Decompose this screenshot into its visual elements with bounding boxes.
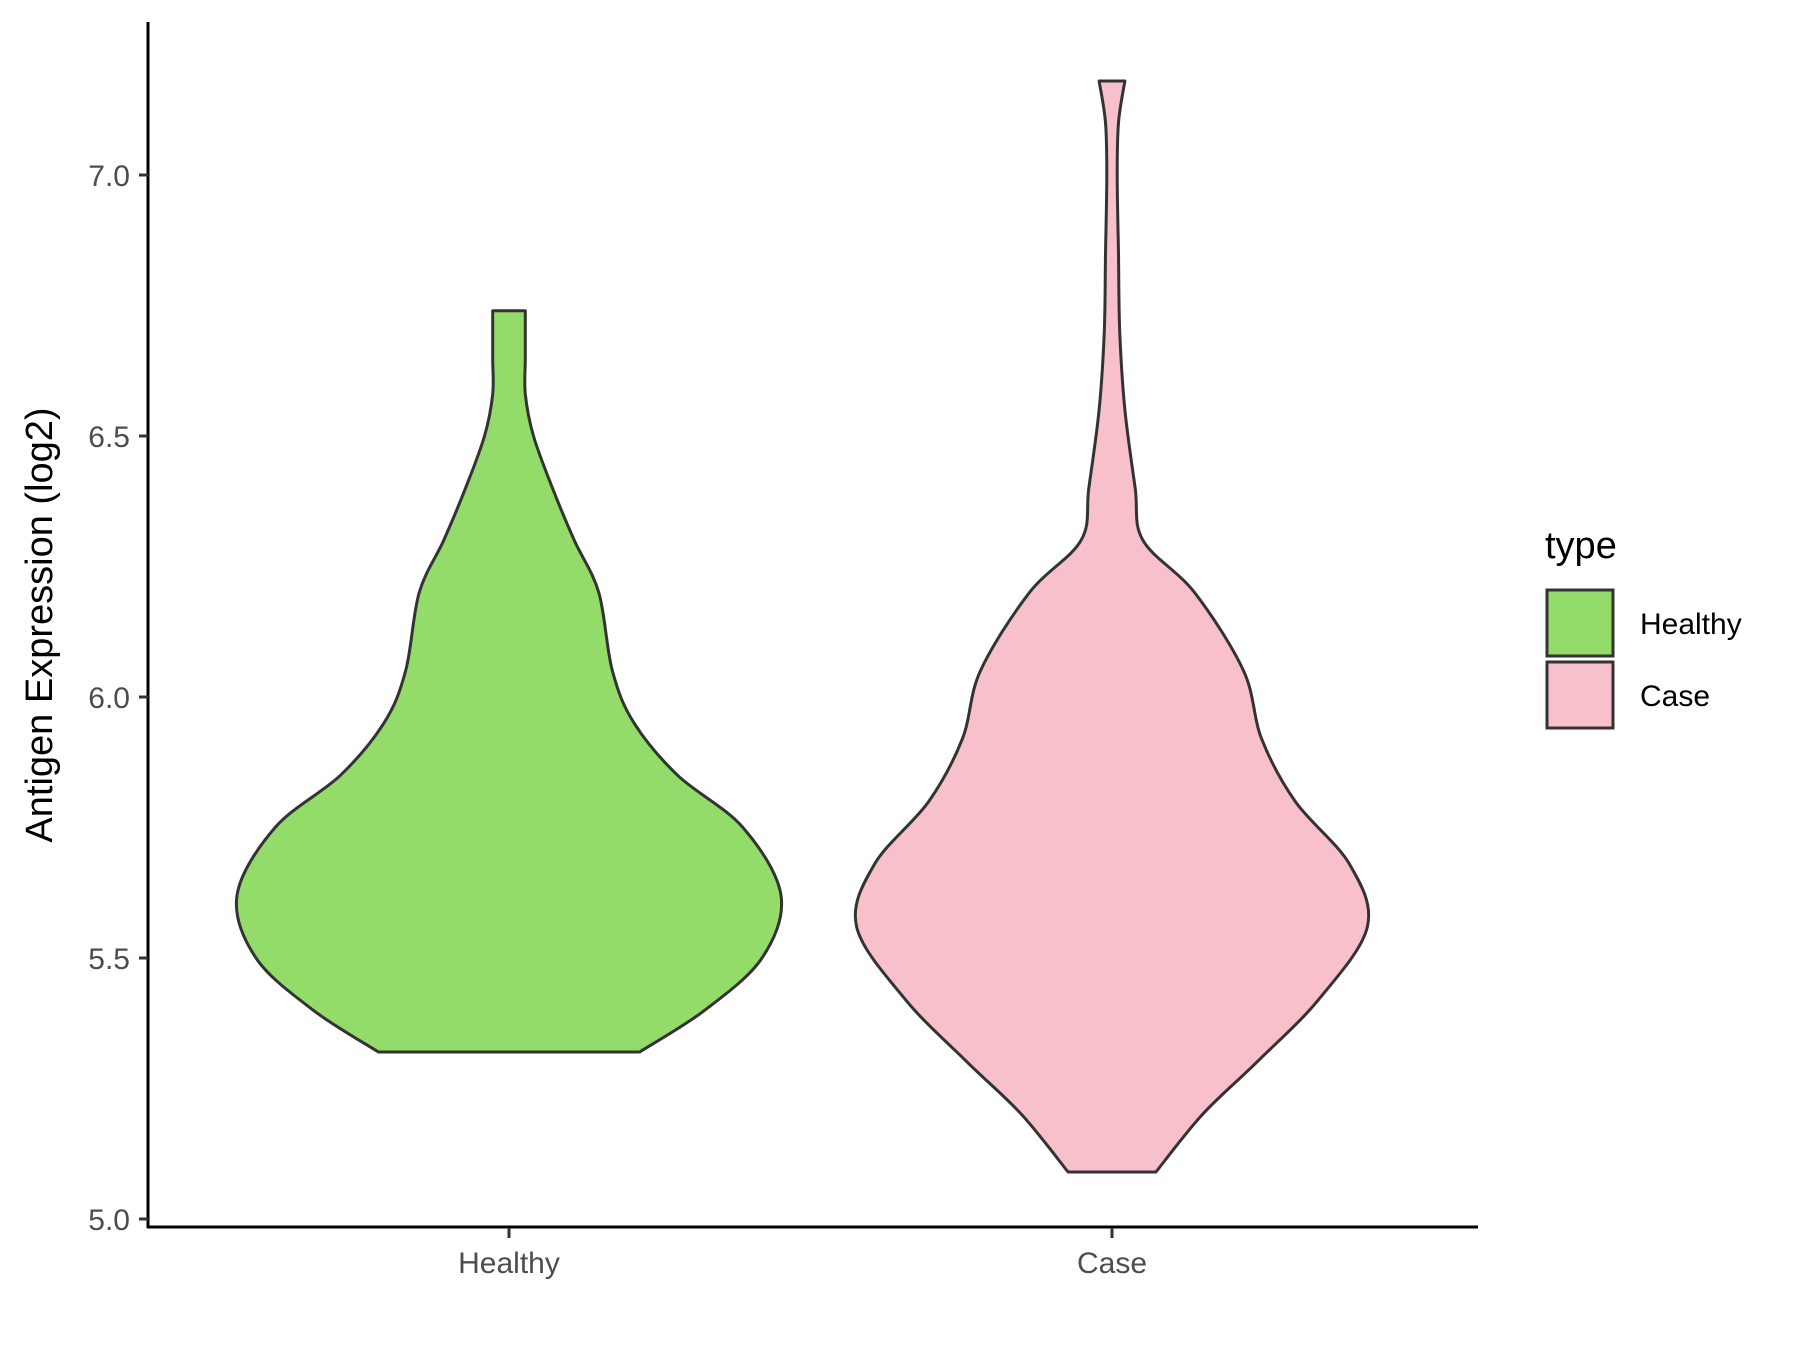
legend-title: type — [1545, 525, 1617, 567]
legend-swatch-case — [1545, 660, 1615, 730]
legend-label-case: Case — [1640, 680, 1710, 713]
x-ticks-layer: Healthy Case — [458, 1228, 1147, 1280]
y-tick-label: 5.5 — [88, 943, 130, 976]
y-tick-label: 6.5 — [88, 421, 130, 454]
violins-layer — [234, 79, 1371, 1174]
y-tick-label: 7.0 — [88, 160, 130, 193]
y-tick-label: 6.0 — [88, 682, 130, 715]
y-tick-label: 5.0 — [88, 1204, 130, 1237]
violin-case — [853, 79, 1371, 1174]
y-axis-title: Antigen Expression (log2) — [19, 407, 61, 842]
legend-label-healthy: Healthy — [1640, 608, 1742, 641]
x-tick-label: Healthy — [458, 1247, 560, 1280]
violin-healthy — [234, 309, 784, 1054]
legend-swatch-healthy — [1545, 588, 1615, 658]
legend-entries: Healthy Case — [1545, 588, 1742, 730]
y-ticks-layer: 5.0 5.5 6.0 6.5 7.0 — [88, 160, 148, 1237]
x-tick-label: Case — [1077, 1247, 1147, 1280]
legend: type Healthy Case — [1545, 525, 1742, 730]
